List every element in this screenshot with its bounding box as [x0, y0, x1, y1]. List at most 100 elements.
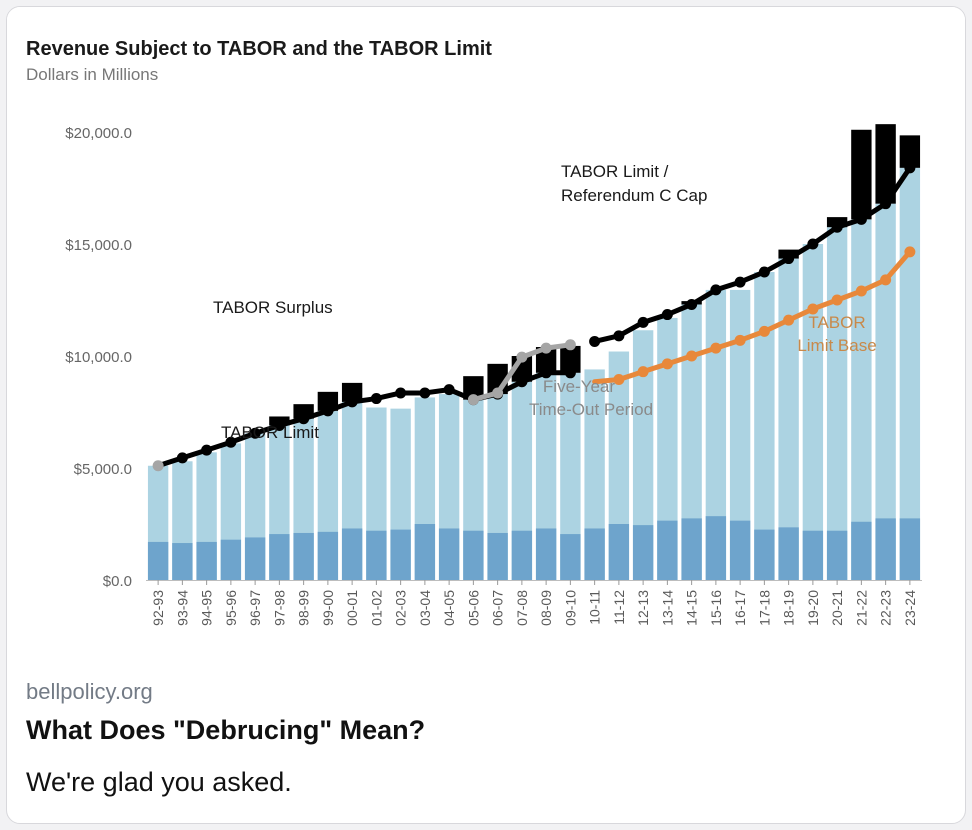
bar-segment-upper: [535, 372, 557, 580]
line-point: [783, 253, 795, 265]
bar-segment-lower: [851, 521, 872, 580]
bar-surplus: [341, 382, 363, 402]
line-point: [880, 274, 892, 286]
bar-segment-upper: [851, 219, 872, 581]
line-point: [249, 427, 261, 439]
link-title[interactable]: What Does "Debrucing" Mean?: [26, 715, 426, 745]
bar-segment-upper: [729, 289, 751, 580]
bar-segment-lower: [899, 518, 921, 580]
line-point: [176, 452, 188, 464]
line-point: [564, 367, 576, 379]
x-tick-label: 20-21: [829, 590, 845, 626]
link-preview-card[interactable]: Revenue Subject to TABOR and the TABOR L…: [6, 6, 966, 824]
x-tick-label: 13-14: [659, 590, 675, 626]
annotation-cap-line1: TABOR Limit /: [561, 162, 669, 181]
line-point: [686, 298, 698, 310]
line-point: [661, 358, 673, 370]
tabor-revenue-chart: Revenue Subject to TABOR and the TABOR L…: [26, 38, 922, 626]
x-tick-label: 93-94: [174, 590, 190, 626]
x-tick-label: 16-17: [732, 590, 748, 626]
annotation-five-year-line1: Five-Year: [543, 377, 615, 396]
x-tick-label: 10-11: [587, 590, 603, 625]
chart-title: Revenue Subject to TABOR and the TABOR L…: [26, 38, 492, 60]
bar-segment-upper: [705, 289, 727, 580]
bar-segment-lower: [438, 528, 460, 580]
annotation-tabor-limit: TABOR Limit: [221, 423, 319, 442]
annotation-cap-line2: Referendum C Cap: [561, 186, 707, 205]
line-point: [880, 198, 892, 210]
line-point: [686, 350, 698, 362]
annotation-five-year-line2: Time-Out Period: [529, 400, 653, 419]
line-point: [831, 294, 843, 306]
bar-segment-lower: [366, 530, 387, 580]
line-point: [855, 285, 867, 297]
bar-segment-lower: [584, 528, 605, 580]
bar-segment-upper: [802, 244, 824, 580]
y-tick-label: $15,000.0: [65, 237, 132, 254]
bar-surplus: [899, 135, 921, 168]
bar-segment-upper: [681, 304, 702, 580]
x-tick-label: 08-09: [538, 590, 554, 626]
bar-segment-upper: [511, 381, 533, 580]
x-tick-label: 23-24: [902, 590, 918, 626]
line-point: [831, 221, 843, 233]
line-point: [298, 413, 310, 425]
x-tick-label: 00-01: [344, 590, 360, 626]
bar-segment-upper: [778, 258, 799, 580]
bar-segment-upper: [584, 369, 605, 580]
bar-segment-lower: [414, 524, 436, 580]
line-point: [225, 436, 237, 448]
annotation-base-line1: TABOR: [808, 313, 865, 332]
line-point: [613, 374, 625, 386]
line-point: [661, 309, 673, 321]
bar-segment-upper: [899, 167, 921, 580]
line-point: [395, 387, 407, 399]
x-tick-label: 94-95: [199, 590, 215, 626]
bar-segment-lower: [681, 518, 702, 580]
bar-segment-upper: [875, 203, 896, 580]
bar-segment-lower: [705, 516, 727, 580]
line-point: [564, 339, 576, 351]
bar-segment-lower: [147, 541, 169, 580]
link-domain[interactable]: bellpolicy.org: [26, 679, 153, 704]
line-point: [855, 213, 867, 225]
bar-surplus: [851, 129, 872, 220]
x-tick-label: 04-05: [441, 590, 457, 626]
bar-segment-lower: [317, 531, 339, 580]
x-tick-label: 06-07: [490, 590, 506, 626]
line-point: [152, 460, 164, 472]
x-tick-label: 09-10: [562, 590, 578, 626]
bar-segment-lower: [390, 529, 411, 580]
line-point: [201, 444, 213, 456]
bar-surplus: [560, 345, 581, 373]
line-point: [516, 376, 528, 388]
x-tick-label: 15-16: [708, 590, 724, 626]
line-point: [637, 366, 649, 378]
x-tick-label: 97-98: [271, 590, 287, 626]
x-tick-label: 18-19: [781, 590, 797, 626]
bar-segment-lower: [269, 534, 290, 580]
x-tick-label: 22-23: [878, 590, 894, 626]
bar-segment-lower: [560, 534, 581, 580]
chart-subtitle: Dollars in Millions: [26, 65, 158, 84]
line-point: [540, 367, 552, 379]
bar-segment-upper: [632, 330, 654, 580]
link-description: We're glad you asked.: [26, 767, 292, 797]
bar-segment-lower: [511, 530, 533, 580]
x-tick-label: 14-15: [684, 590, 700, 626]
line-point: [589, 335, 601, 347]
line-point: [758, 325, 770, 337]
bar-surplus: [535, 347, 557, 373]
line-tabor-limit: [155, 370, 573, 469]
line-point: [807, 238, 819, 250]
x-tick-label: 99-00: [320, 590, 336, 626]
y-tick-label: $20,000.0: [65, 125, 132, 142]
x-tick-label: 02-03: [393, 590, 409, 626]
bar-segment-upper: [754, 272, 775, 580]
x-tick-label: 98-99: [296, 590, 312, 626]
annotation-tabor-surplus: TABOR Surplus: [213, 298, 333, 317]
bar-segment-lower: [657, 520, 678, 580]
bar-segment-lower: [244, 537, 266, 580]
annotation-base-line2: Limit Base: [797, 336, 876, 355]
x-tick-label: 12-13: [635, 590, 651, 626]
